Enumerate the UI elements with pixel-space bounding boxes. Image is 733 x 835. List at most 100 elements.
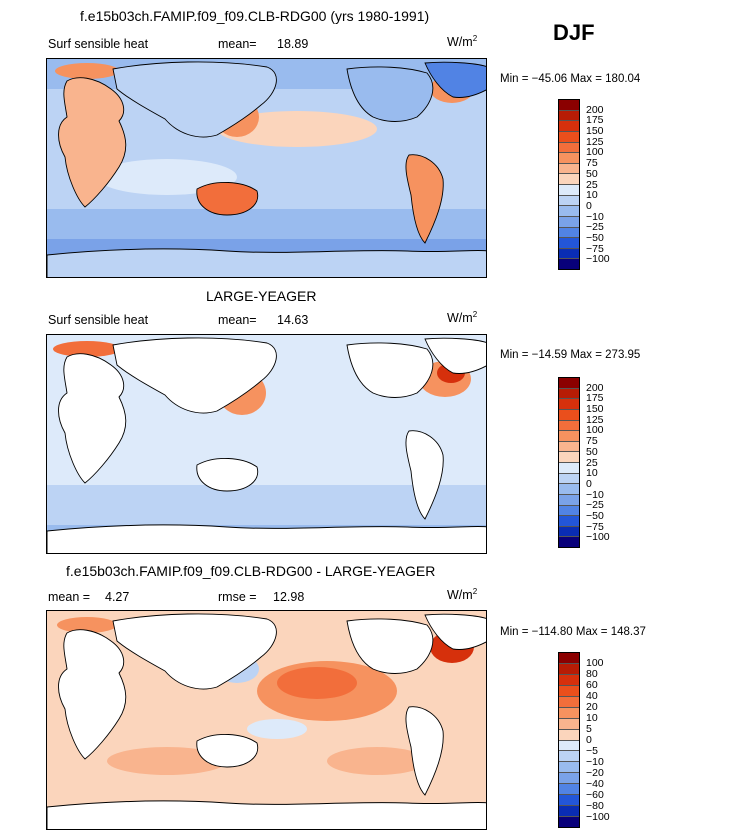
panel2-title: LARGE-YEAGER <box>206 288 317 304</box>
panel2-units: W/m2 <box>447 310 478 326</box>
colorbar-tick-label: −75 <box>586 520 604 533</box>
colorbar-swatch <box>559 238 579 249</box>
panel2-map-graphic <box>47 335 486 553</box>
colorbar-tick-label: 25 <box>586 456 598 469</box>
colorbar-swatch <box>559 110 579 122</box>
panel1-mean-label: mean= <box>218 37 257 51</box>
panel1-map-graphic <box>47 59 486 277</box>
colorbar-tick-label: −100 <box>586 811 610 823</box>
colorbar-tick-label: 0 <box>586 199 592 212</box>
colorbar-tick-label: 175 <box>586 114 604 127</box>
panel2-mean-label: mean= <box>218 313 257 327</box>
colorbar-tick-label: 175 <box>586 392 604 405</box>
colorbar-swatch <box>559 729 579 741</box>
colorbar-swatch <box>559 795 579 807</box>
colorbar-tick-label: −40 <box>586 778 604 790</box>
colorbar-tick-label: 5 <box>586 723 592 735</box>
colorbar-swatch <box>559 216 579 228</box>
panel1-colorbar-ticks: 200 175 150 125 100 75 50 25 10 0 −10 −25 −50 −75 −100 <box>586 99 646 270</box>
colorbar-tick-label: −75 <box>586 242 604 255</box>
colorbar-tick-label: −60 <box>586 789 604 801</box>
panel3-map-graphic <box>47 611 486 829</box>
panel2-minmax: Min = −14.59 Max = 273.95 <box>500 349 641 361</box>
panel1-map <box>46 58 487 278</box>
panel3-title: f.e15b03ch.FAMIP.f09_f09.CLB-RDG00 - LAR… <box>66 563 436 579</box>
colorbar-swatch <box>559 696 579 708</box>
colorbar-tick-label: −50 <box>586 509 604 522</box>
panel2-variable-label: Surf sensible heat <box>48 313 149 327</box>
colorbar-swatch <box>559 484 579 495</box>
colorbar-swatch <box>559 174 579 185</box>
colorbar-swatch <box>559 526 579 538</box>
colorbar-tick-label: 125 <box>586 135 604 148</box>
colorbar-tick-label: 0 <box>586 477 592 490</box>
colorbar-tick-label: 75 <box>586 435 598 448</box>
colorbar-tick-label: −25 <box>586 221 604 234</box>
colorbar-tick-label: 10 <box>586 712 598 724</box>
panel1-mean-value: 18.89 <box>277 37 309 51</box>
panel3-colorbar <box>558 652 580 828</box>
colorbar-tick-label: 50 <box>586 445 598 458</box>
colorbar-swatch <box>559 441 579 453</box>
colorbar-tick-label: 20 <box>586 701 598 713</box>
colorbar-tick-label: 100 <box>586 657 604 669</box>
panel2-colorbar-ticks: 200 175 150 125 100 75 50 25 10 0 −10 −25 −50 −75 −100 <box>586 377 646 548</box>
panel2-map <box>46 334 487 554</box>
colorbar-swatch <box>559 473 579 485</box>
panel1-variable-label: Surf sensible heat <box>48 37 149 51</box>
season-label: DJF <box>553 20 595 45</box>
colorbar-swatch <box>559 420 579 432</box>
colorbar-tick-label: −10 <box>586 210 604 223</box>
colorbar-tick-label: −10 <box>586 488 604 501</box>
panel1-colorbar <box>558 99 580 270</box>
panel2-mean-value: 14.63 <box>277 313 309 327</box>
colorbar-swatch <box>559 751 579 763</box>
colorbar-tick-label: 10 <box>586 189 598 202</box>
colorbar-swatch <box>559 185 579 196</box>
colorbar-tick-label: 60 <box>586 679 598 691</box>
colorbar-swatch <box>559 100 579 111</box>
colorbar-swatch <box>559 663 579 675</box>
colorbar-swatch <box>559 817 579 827</box>
colorbar-swatch <box>559 142 579 154</box>
colorbar-swatch <box>559 431 579 442</box>
colorbar-tick-label: −10 <box>586 756 604 768</box>
colorbar-tick-label: −80 <box>586 800 604 812</box>
colorbar-tick-label: −100 <box>586 531 610 544</box>
panel1-title: f.e15b03ch.FAMIP.f09_f09.CLB-RDG00 (yrs … <box>80 8 430 24</box>
colorbar-swatch <box>559 121 579 132</box>
colorbar-tick-label: 200 <box>586 381 604 394</box>
colorbar-tick-label: 0 <box>586 734 592 746</box>
colorbar-tick-label: −100 <box>586 253 610 266</box>
colorbar-swatch <box>559 718 579 730</box>
colorbar-tick-label: 100 <box>586 146 604 159</box>
colorbar-swatch <box>559 378 579 389</box>
colorbar-swatch <box>559 206 579 217</box>
panel3-mean-value: 4.27 <box>105 590 130 604</box>
colorbar-swatch <box>559 463 579 474</box>
colorbar-tick-label: 125 <box>586 413 604 426</box>
panel1-units: W/m2 <box>447 34 478 50</box>
colorbar-swatch <box>559 163 579 175</box>
colorbar-tick-label: −20 <box>586 767 604 779</box>
colorbar-tick-label: −25 <box>586 499 604 512</box>
colorbar-tick-label: 10 <box>586 467 598 480</box>
colorbar-swatch <box>559 773 579 785</box>
colorbar-swatch <box>559 806 579 818</box>
colorbar-swatch <box>559 653 579 664</box>
colorbar-swatch <box>559 153 579 164</box>
colorbar-tick-label: −5 <box>586 745 598 757</box>
colorbar-tick-label: 150 <box>586 125 604 138</box>
colorbar-tick-label: 50 <box>586 167 598 180</box>
colorbar-swatch <box>559 409 579 421</box>
colorbar-swatch <box>559 707 579 719</box>
panel1-minmax: Min = −45.06 Max = 180.04 <box>500 73 641 85</box>
panel3-map <box>46 610 487 830</box>
panel3-minmax: Min = −114.80 Max = 148.37 <box>500 626 646 638</box>
panel3-rmse-value: 12.98 <box>273 590 305 604</box>
colorbar-tick-label: 75 <box>586 157 598 170</box>
colorbar-swatch <box>559 131 579 143</box>
colorbar-tick-label: 150 <box>586 403 604 416</box>
panel3-units: W/m2 <box>447 587 478 603</box>
colorbar-tick-label: 100 <box>586 424 604 437</box>
